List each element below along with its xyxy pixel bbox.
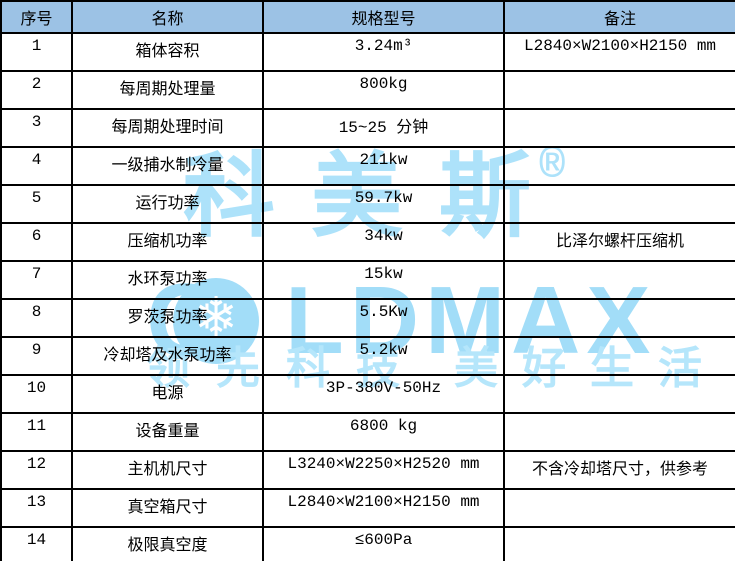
table-body: 1 箱体容积 3.24m³ L2840×W2100×H2150 mm 2 每周期处理量 80… [0,32,735,561]
table-row: 12 主机机尺寸 L3240×W2250×H2520 mm 不含冷却塔尺寸，供参考 [0,450,735,490]
remark-cell [503,260,735,300]
table-row: 14 极限真空度 ≤600Pa [0,526,735,561]
spec-value-cell: 3P-380V-50Hz [262,374,505,414]
item-name-cell: 一级捕水制冷量 [71,146,264,186]
item-name-cell: 冷却塔及水泵功率 [71,336,264,376]
remark-cell [503,298,735,338]
col-header-remark: 备注 [503,0,735,34]
table-row: 1 箱体容积 3.24m³ L2840×W2100×H2150 mm [0,32,735,72]
remark-cell [503,108,735,148]
col-header-index: 序号 [0,0,73,34]
item-name-cell: 设备重量 [71,412,264,452]
row-index-cell: 14 [0,526,73,561]
col-header-spec: 规格型号 [262,0,505,34]
spec-value-cell: 6800 kg [262,412,505,452]
item-name-cell: 每周期处理量 [71,70,264,110]
row-index-cell: 4 [0,146,73,186]
spec-value-cell: 3.24m³ [262,32,505,72]
spec-value-cell: 15kw [262,260,505,300]
row-index-cell: 10 [0,374,73,414]
table-row: 7 水环泵功率 15kw [0,260,735,300]
item-name-cell: 罗茨泵功率 [71,298,264,338]
table-row: 6 压缩机功率 34kw 比泽尔螺杆压缩机 [0,222,735,262]
table-row: 4 一级捕水制冷量 211kw [0,146,735,186]
row-index-cell: 7 [0,260,73,300]
table-row: 13 真空箱尺寸 L2840×W2100×H2150 mm [0,488,735,528]
item-name-cell: 箱体容积 [71,32,264,72]
item-name-cell: 压缩机功率 [71,222,264,262]
spec-value-cell: 800kg [262,70,505,110]
remark-cell: 不含冷却塔尺寸，供参考 [503,450,735,490]
item-name-cell: 水环泵功率 [71,260,264,300]
remark-cell: 比泽尔螺杆压缩机 [503,222,735,262]
spec-value-cell: 211kw [262,146,505,186]
remark-cell [503,336,735,376]
remark-cell [503,70,735,110]
row-index-cell: 13 [0,488,73,528]
row-index-cell: 12 [0,450,73,490]
item-name-cell: 真空箱尺寸 [71,488,264,528]
remark-cell [503,374,735,414]
spec-value-cell: 5.2kw [262,336,505,376]
table-row: 9 冷却塔及水泵功率 5.2kw [0,336,735,376]
remark-cell [503,526,735,561]
remark-cell [503,488,735,528]
spec-value-cell: 59.7kw [262,184,505,224]
remark-cell [503,146,735,186]
remark-cell [503,184,735,224]
row-index-cell: 8 [0,298,73,338]
row-index-cell: 6 [0,222,73,262]
spec-value-cell: L2840×W2100×H2150 mm [262,488,505,528]
spec-value-cell: ≤600Pa [262,526,505,561]
table-row: 10 电源 3P-380V-50Hz [0,374,735,414]
row-index-cell: 11 [0,412,73,452]
spec-value-cell: 34kw [262,222,505,262]
col-header-name: 名称 [71,0,264,34]
item-name-cell: 每周期处理时间 [71,108,264,148]
spec-value-cell: 15~25 分钟 [262,108,505,148]
table-row: 11 设备重量 6800 kg [0,412,735,452]
table-row: 2 每周期处理量 800kg [0,70,735,110]
row-index-cell: 2 [0,70,73,110]
remark-cell [503,412,735,452]
item-name-cell: 主机机尺寸 [71,450,264,490]
table-row: 8 罗茨泵功率 5.5Kw [0,298,735,338]
row-index-cell: 5 [0,184,73,224]
item-name-cell: 电源 [71,374,264,414]
row-index-cell: 9 [0,336,73,376]
row-index-cell: 1 [0,32,73,72]
remark-cell: L2840×W2100×H2150 mm [503,32,735,72]
spec-value-cell: L3240×W2250×H2520 mm [262,450,505,490]
header-row: 序号 名称 规格型号 备注 [0,0,735,34]
spec-value-cell: 5.5Kw [262,298,505,338]
item-name-cell: 运行功率 [71,184,264,224]
table-row: 5 运行功率 59.7kw [0,184,735,224]
row-index-cell: 3 [0,108,73,148]
item-name-cell: 极限真空度 [71,526,264,561]
table-row: 3 每周期处理时间 15~25 分钟 [0,108,735,148]
